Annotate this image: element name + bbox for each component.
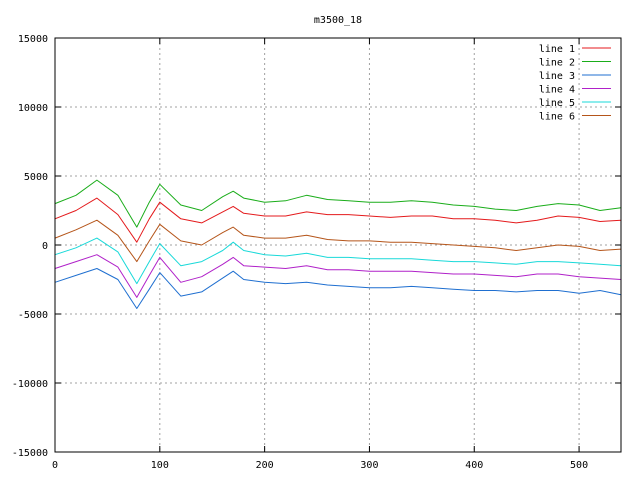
series-line [54, 254, 622, 298]
x-tick-label: 0 [52, 460, 58, 471]
x-tick-label: 100 [151, 460, 169, 471]
y-tick-label: 15000 [18, 34, 48, 45]
plot-frame [54, 37, 622, 453]
chart-title: m3500_18 [314, 15, 362, 26]
x-tick-label: 300 [360, 460, 378, 471]
x-tick-label: 400 [465, 460, 483, 471]
legend-label: line 2 [539, 58, 575, 69]
series-line [54, 179, 622, 228]
grid-lines [55, 38, 621, 452]
legend-label: line 3 [539, 71, 575, 82]
x-tick-label: 500 [570, 460, 588, 471]
legend-label: line 5 [539, 98, 575, 109]
legend-label: line 4 [539, 85, 575, 96]
legend-label: line 6 [539, 112, 575, 123]
y-tick-label: 0 [42, 241, 48, 252]
legend-label: line 1 [539, 44, 575, 55]
series-line [54, 268, 622, 309]
y-tick-label: -10000 [12, 379, 48, 390]
y-tick-label: 10000 [18, 103, 48, 114]
y-tick-label: -15000 [12, 448, 48, 459]
series-lines [54, 179, 622, 309]
y-tick-label: -5000 [18, 310, 48, 321]
series-line [54, 197, 622, 243]
series-line [54, 237, 622, 285]
y-tick-label: 5000 [24, 172, 48, 183]
legend: line 1 line 2 line 3 line 4 line 5 line 6 [539, 44, 611, 123]
series-line [54, 219, 622, 263]
x-tick-label: 200 [256, 460, 274, 471]
